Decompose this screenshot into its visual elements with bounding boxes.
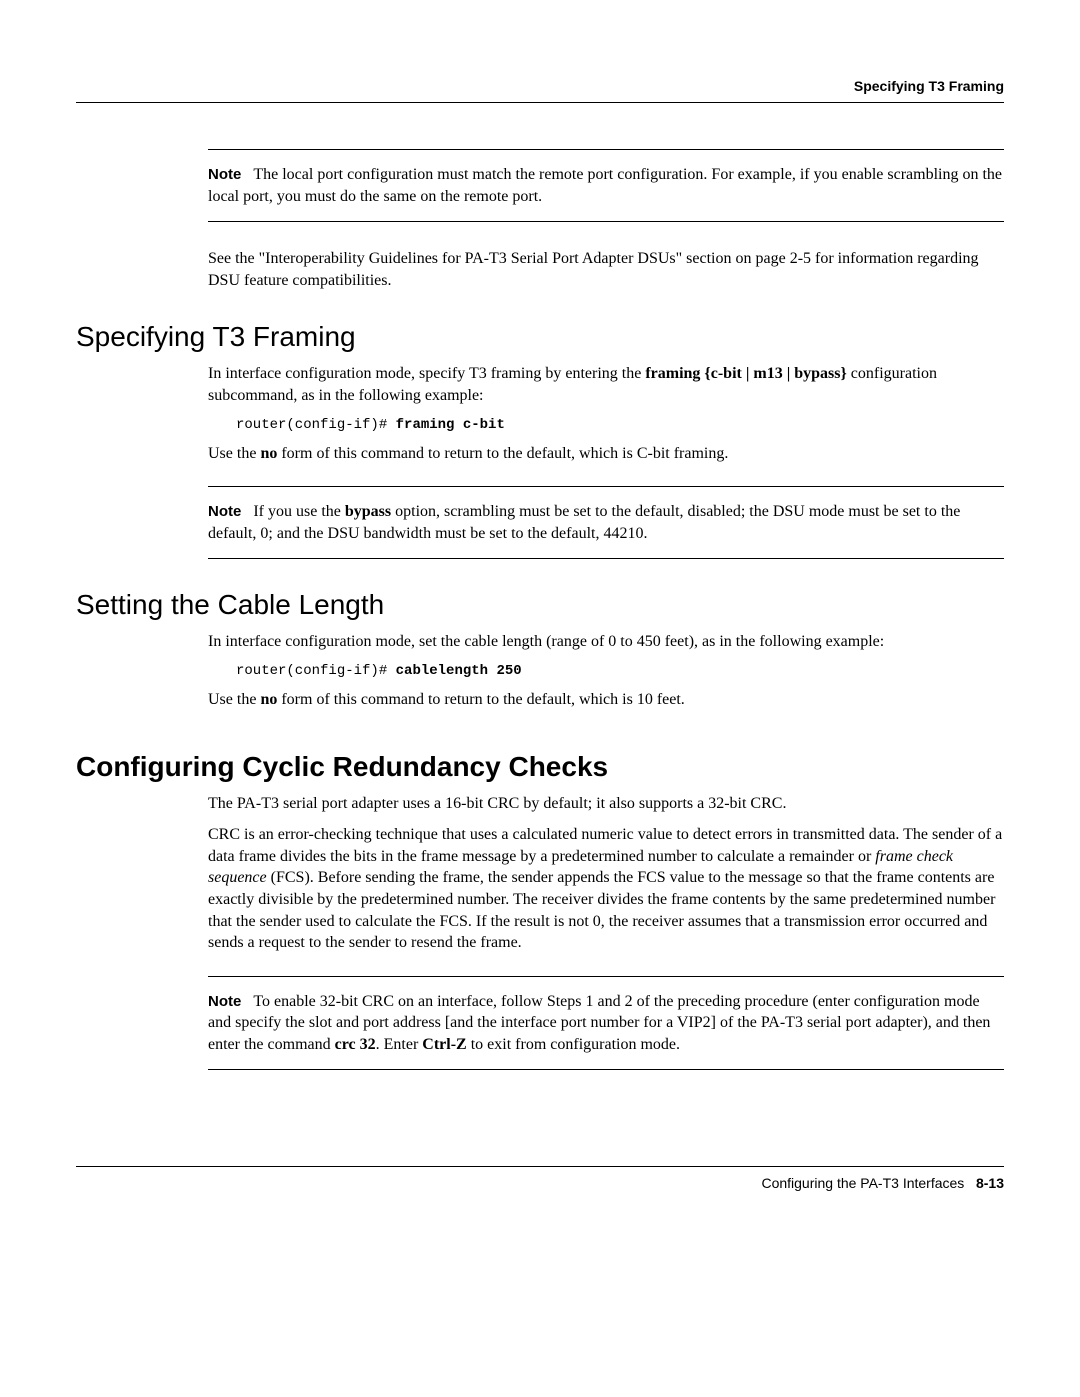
note-1-body: The local port configuration must match … bbox=[208, 166, 1002, 205]
cable-code-prompt: router(config-if)# bbox=[236, 663, 396, 679]
framing-note-pre: If you use the bbox=[253, 503, 345, 520]
cable-code: router(config-if)# cablelength 250 bbox=[236, 663, 1004, 679]
crc-note: Note To enable 32-bit CRC on an interfac… bbox=[208, 991, 1004, 1056]
heading-crc: Configuring Cyclic Redundancy Checks bbox=[76, 751, 1004, 783]
crc-note-cmd: crc 32 bbox=[335, 1036, 376, 1053]
framing-intro-cmd: framing {c-bit | m13 | bypass} bbox=[645, 365, 846, 382]
page: Specifying T3 Framing Note The local por… bbox=[76, 0, 1004, 1096]
framing-intro: In interface configuration mode, specify… bbox=[208, 363, 1004, 406]
framing-note: Note If you use the bypass option, scram… bbox=[208, 501, 1004, 544]
note-label-2: Note bbox=[208, 503, 241, 520]
interop-para: See the "Interoperability Guidelines for… bbox=[208, 248, 1004, 291]
top-rule bbox=[76, 102, 1004, 103]
crc-p2-b: (FCS). Before sending the frame, the sen… bbox=[208, 869, 995, 951]
footer-rule bbox=[76, 1166, 1004, 1167]
framing-intro-pre: In interface configuration mode, specify… bbox=[208, 365, 645, 382]
framing-code-cmd: framing c-bit bbox=[396, 417, 505, 433]
crc-p1: The PA-T3 serial port adapter uses a 16-… bbox=[208, 793, 1004, 815]
cable-content: In interface configuration mode, set the… bbox=[208, 631, 1004, 710]
content-area-1: Note The local port configuration must m… bbox=[208, 149, 1004, 291]
cable-use-no-post: form of this command to return to the de… bbox=[277, 691, 684, 708]
cable-intro: In interface configuration mode, set the… bbox=[208, 631, 1004, 653]
running-head: Specifying T3 Framing bbox=[76, 78, 1004, 94]
crc-note-key: Ctrl-Z bbox=[422, 1036, 466, 1053]
framing-code-prompt: router(config-if)# bbox=[236, 417, 396, 433]
cable-code-cmd: cablelength 250 bbox=[396, 663, 522, 679]
framing-use-no-bold: no bbox=[260, 445, 277, 462]
framing-content: In interface configuration mode, specify… bbox=[208, 363, 1004, 559]
crc-note-b: . Enter bbox=[376, 1036, 423, 1053]
footer-page: 8-13 bbox=[976, 1175, 1004, 1191]
footer-text: Configuring the PA-T3 Interfaces bbox=[761, 1175, 964, 1191]
note-block-3: Note To enable 32-bit CRC on an interfac… bbox=[208, 976, 1004, 1071]
framing-use-no-post: form of this command to return to the de… bbox=[277, 445, 728, 462]
crc-content: The PA-T3 serial port adapter uses a 16-… bbox=[208, 793, 1004, 1071]
framing-use-no: Use the no form of this command to retur… bbox=[208, 443, 1004, 465]
heading-cable: Setting the Cable Length bbox=[76, 589, 1004, 621]
page-footer: Configuring the PA-T3 Interfaces 8-13 bbox=[76, 1166, 1004, 1191]
framing-use-no-pre: Use the bbox=[208, 445, 260, 462]
note-label-3: Note bbox=[208, 993, 241, 1010]
crc-note-c: to exit from configuration mode. bbox=[467, 1036, 680, 1053]
heading-framing: Specifying T3 Framing bbox=[76, 321, 1004, 353]
note-1-text: Note The local port configuration must m… bbox=[208, 164, 1004, 207]
framing-note-bold: bypass bbox=[345, 503, 391, 520]
framing-code: router(config-if)# framing c-bit bbox=[236, 417, 1004, 433]
note-label: Note bbox=[208, 166, 241, 183]
crc-p2: CRC is an error-checking technique that … bbox=[208, 824, 1004, 954]
note-block-2: Note If you use the bypass option, scram… bbox=[208, 486, 1004, 559]
cable-use-no-pre: Use the bbox=[208, 691, 260, 708]
cable-use-no-bold: no bbox=[260, 691, 277, 708]
footer-line: Configuring the PA-T3 Interfaces 8-13 bbox=[76, 1175, 1004, 1191]
note-block-1: Note The local port configuration must m… bbox=[208, 149, 1004, 222]
cable-use-no: Use the no form of this command to retur… bbox=[208, 689, 1004, 711]
